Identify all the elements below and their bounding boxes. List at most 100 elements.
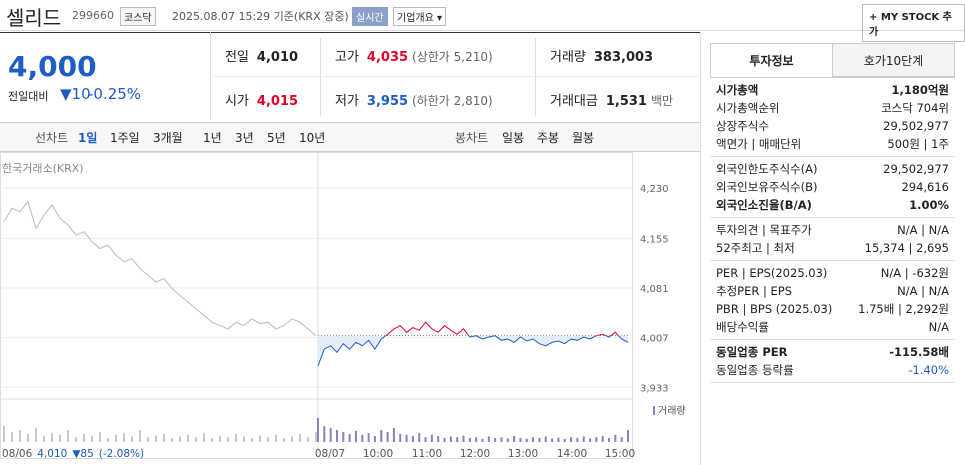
info-row: 동일업종 PER -115.58배 xyxy=(716,343,949,361)
volume-bar xyxy=(544,436,547,442)
info-group: PER | EPS(2025.03) N/A | -632원 추정PER | EPS… xyxy=(710,261,955,340)
volume-bar xyxy=(123,433,125,442)
volume-bar xyxy=(3,426,5,442)
info-row: 액면가 | 매매단위 500원 | 1주 xyxy=(716,135,949,153)
candle-tab[interactable]: 주봉 xyxy=(537,131,560,145)
info-value: 294,616 xyxy=(901,180,949,194)
summary-label: 저가 xyxy=(335,94,359,109)
info-row: 시가총액순위 코스닥 704위 xyxy=(716,99,949,117)
volume-bar xyxy=(551,438,554,442)
info-row: 52주최고 | 최저 15,374 | 2,695 xyxy=(716,239,949,257)
info-row: 외국인보유주식수(B) 294,616 xyxy=(716,178,949,196)
volume-bar xyxy=(462,435,465,442)
info-group: 투자의견 | 목표주가 N/A | N/A 52주최고 | 최저 15,374 | 2… xyxy=(710,218,955,261)
volume-bar xyxy=(348,434,351,442)
period-tab[interactable]: 1주일 xyxy=(110,131,140,145)
divider xyxy=(320,38,321,116)
volume-bar xyxy=(267,437,269,442)
company-info-button[interactable]: 기업개요 ▾ xyxy=(393,7,447,26)
info-label: 외국인한도주식수(A) xyxy=(716,162,818,176)
volume-bar xyxy=(582,436,585,442)
volume-bar xyxy=(418,433,421,442)
summary-value: 3,955 xyxy=(366,94,409,109)
divider xyxy=(0,32,700,33)
volume-bar xyxy=(481,438,484,442)
period-tab[interactable]: 1년 xyxy=(203,131,222,145)
volume-bar xyxy=(59,434,61,442)
summary-value: 383,003 xyxy=(593,50,654,65)
info-value: 코스닥 704위 xyxy=(881,101,949,115)
info-value: N/A | -632원 xyxy=(880,266,949,280)
info-row: 외국인한도주식수(A) 29,502,977 xyxy=(716,160,949,178)
info-label: PBR | BPS (2025.03) xyxy=(716,302,833,316)
period-tab[interactable]: 10년 xyxy=(299,131,326,145)
volume-bar xyxy=(51,433,53,442)
legend-swatch xyxy=(653,406,655,415)
info-value: N/A xyxy=(928,320,949,334)
info-label: 시가총액순위 xyxy=(716,101,780,115)
info-row: 동일업종 등락률 -1.40% xyxy=(716,361,949,379)
volume-bar xyxy=(299,434,301,442)
summary-sub: 백만 xyxy=(650,94,674,108)
change-value: 10 xyxy=(71,85,91,103)
y-tick-label: 4,081 xyxy=(640,284,669,295)
info-row: 추정PER | EPS N/A | N/A xyxy=(716,282,949,300)
period-tab[interactable]: 3개월 xyxy=(153,131,183,145)
tab-label: 봉차트 xyxy=(455,131,489,145)
company-info-text: 기업개요 xyxy=(397,13,434,24)
volume-bar xyxy=(570,437,573,442)
volume-bar xyxy=(243,436,245,442)
my-stock-button[interactable]: + MY STOCK 추가 xyxy=(862,4,965,42)
candle-tab[interactable]: 일봉 xyxy=(502,131,525,145)
info-value: N/A | N/A xyxy=(897,284,949,298)
period-tab[interactable]: 5년 xyxy=(267,131,286,145)
volume-bar xyxy=(354,430,357,442)
change-rate: -0.25% xyxy=(88,85,142,103)
footer-quote: 08/06 4,010 ▼85 (-2.08%) xyxy=(2,448,144,460)
summary-sub: (상한가 5,210) xyxy=(412,50,493,64)
side-tab[interactable]: 호가10단계 xyxy=(833,43,955,77)
summary-item: 거래대금 1,531 백만 xyxy=(550,90,673,109)
side-tab[interactable]: 투자정보 xyxy=(710,43,833,77)
volume-bar xyxy=(131,436,133,442)
y-tick-label: 4,007 xyxy=(640,334,669,345)
volume-bar xyxy=(27,434,29,442)
volume-bar xyxy=(392,428,395,442)
divider xyxy=(210,76,700,77)
volume-bar xyxy=(475,437,478,442)
period-tab[interactable]: 3년 xyxy=(235,131,254,145)
volume-bar xyxy=(576,438,579,442)
realtime-badge[interactable]: 실시간 xyxy=(352,7,388,26)
volume-bar xyxy=(361,434,364,442)
datetime: 2025.08.07 15:29 기준(KRX 장중) xyxy=(172,10,349,23)
volume-bar xyxy=(203,433,205,442)
volume-bar xyxy=(532,437,535,442)
info-value: 1,180억원 xyxy=(891,83,949,97)
info-row: 시가총액 1,180억원 xyxy=(716,81,949,99)
info-label: 동일업종 등락률 xyxy=(716,363,794,377)
period-tab[interactable]: 1일 xyxy=(78,131,98,145)
summary-label: 거래량 xyxy=(550,50,586,65)
change: ▼10 xyxy=(60,85,91,103)
volume-bar xyxy=(11,432,13,442)
summary-value: 1,531 xyxy=(605,94,647,109)
volume-bar xyxy=(411,436,414,442)
volume-bar xyxy=(171,438,173,442)
info-value: -115.58배 xyxy=(889,345,949,359)
footer-change: ▼85 xyxy=(72,448,93,460)
plot-frame xyxy=(0,152,633,459)
volume-bar xyxy=(275,434,277,442)
volume-bar xyxy=(519,438,522,442)
info-value: -1.40% xyxy=(908,363,949,377)
change-label: 전일대비 xyxy=(8,90,49,103)
summary-item: 전일 4,010 xyxy=(225,46,298,65)
summary-value: 4,010 xyxy=(256,50,299,65)
volume-bar xyxy=(399,434,402,442)
info-value: 15,374 | 2,695 xyxy=(864,241,949,255)
volume-bar xyxy=(315,432,317,442)
info-value: 1.00% xyxy=(909,198,949,212)
candle-tab[interactable]: 월봉 xyxy=(572,131,595,145)
